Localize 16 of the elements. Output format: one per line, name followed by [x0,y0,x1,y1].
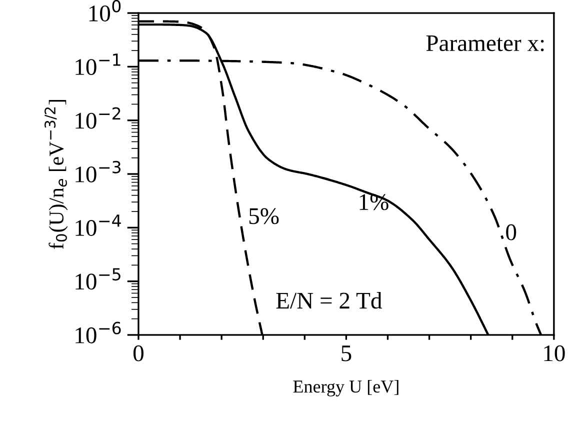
x-tick-label: 5 [342,346,352,362]
y-tick-label: 10$^{−1}$ [76,54,120,75]
x-axis-title: Energy U [eV] [293,380,398,396]
x-tick-label: 0 [133,345,144,362]
y-tick-label: 10$^{−4}$ [76,214,121,236]
x-tick-label: 10 [544,345,565,362]
series-label: 0 [506,224,516,240]
y-tick-label: 10$^{−2}$ [76,107,120,129]
series-label: 5% [249,208,279,224]
y-axis-title: f$_{0}$(U)/n$_{e}$ [eV$^{−3/2}$] [44,100,68,249]
y-tick-label: 10$^{0}$ [89,0,121,22]
annotation: E/N = 2 Td [276,292,382,309]
annotation: Parameter x: [426,35,544,52]
y-tick-label: 10$^{−6}$ [76,322,121,344]
y-tick-label: 10$^{−3}$ [76,160,121,182]
y-tick-label: 10$^{−5}$ [76,268,120,290]
